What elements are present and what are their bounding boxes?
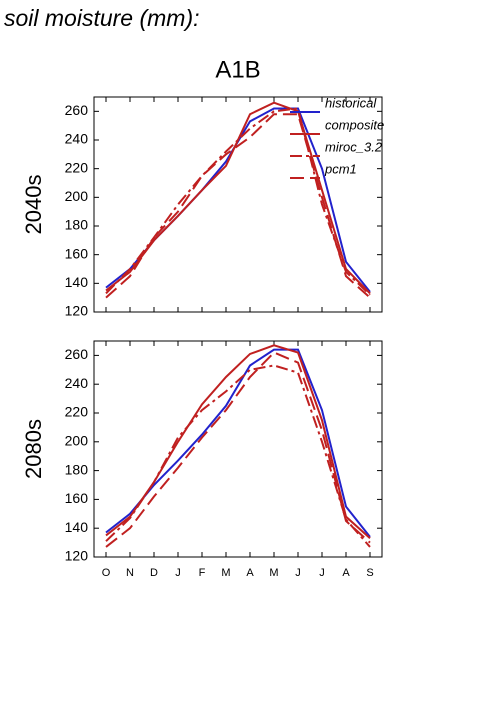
y-tick-label: 120 bbox=[65, 303, 89, 319]
plot-frame bbox=[93, 340, 383, 558]
series-line bbox=[105, 364, 371, 548]
x-tick-label: N bbox=[126, 567, 134, 579]
y-tick-label: 260 bbox=[65, 102, 89, 118]
y-tick-label: 200 bbox=[65, 433, 89, 449]
plot-frame bbox=[93, 96, 383, 313]
series-line bbox=[105, 107, 371, 296]
y-tick-label: 240 bbox=[65, 375, 89, 391]
x-tick-label: M bbox=[221, 567, 230, 579]
y-tick-label: 200 bbox=[65, 188, 89, 204]
legend-label: historical bbox=[325, 95, 377, 110]
legend-label: composite bbox=[325, 117, 384, 132]
page-title: soil moisture (mm): bbox=[4, 5, 200, 31]
y-tick-label: 180 bbox=[65, 217, 89, 233]
y-tick-label: 240 bbox=[65, 131, 89, 147]
y-axis-label: 2040s bbox=[21, 175, 46, 235]
x-tick-label: D bbox=[150, 567, 158, 579]
chart-title: A1B bbox=[215, 56, 260, 83]
x-tick-label: A bbox=[246, 567, 254, 579]
x-tick-label: A bbox=[342, 567, 350, 579]
legend-label: miroc_3.2 bbox=[325, 139, 383, 154]
y-tick-label: 220 bbox=[65, 404, 89, 420]
x-tick-label: O bbox=[102, 567, 111, 579]
series-line bbox=[105, 113, 371, 299]
x-tick-label: J bbox=[295, 567, 301, 579]
y-axis-label: 2080s bbox=[21, 419, 46, 479]
y-tick-label: 160 bbox=[65, 490, 89, 506]
y-tick-label: 220 bbox=[65, 159, 89, 175]
x-tick-label: F bbox=[199, 567, 206, 579]
x-tick-label: J bbox=[175, 567, 181, 579]
x-tick-label: S bbox=[366, 567, 373, 579]
y-tick-label: 120 bbox=[65, 548, 89, 564]
x-tick-label: M bbox=[269, 567, 278, 579]
y-tick-label: 260 bbox=[65, 346, 89, 362]
x-tick-label: J bbox=[319, 567, 325, 579]
y-tick-label: 160 bbox=[65, 245, 89, 261]
series-line bbox=[105, 348, 371, 538]
y-tick-label: 140 bbox=[65, 274, 89, 290]
series-line bbox=[105, 351, 371, 548]
legend-label: pcm1 bbox=[324, 161, 357, 176]
y-tick-label: 180 bbox=[65, 461, 89, 477]
y-tick-label: 140 bbox=[65, 519, 89, 535]
